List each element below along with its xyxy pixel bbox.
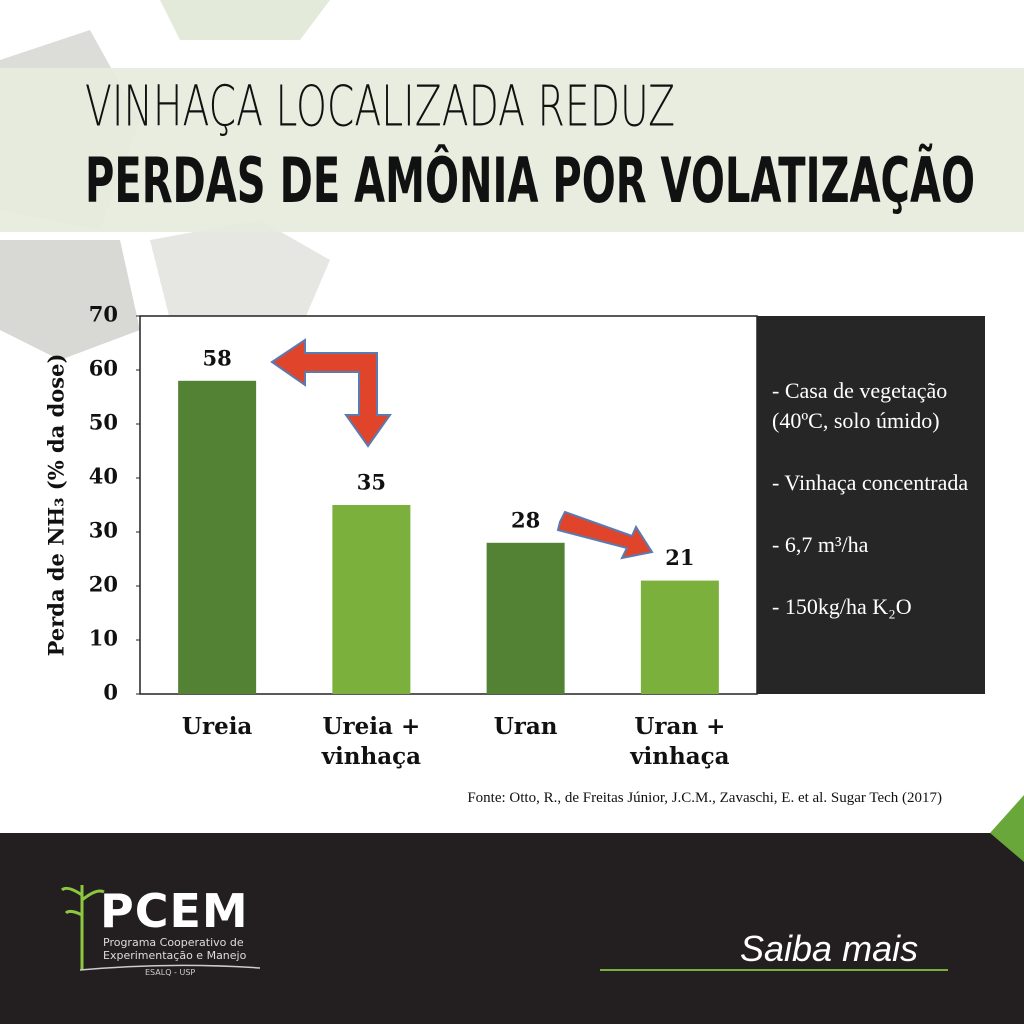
note: - 6,7 m³/ha [772, 532, 869, 557]
notes-panel [757, 316, 985, 694]
bar [178, 380, 257, 694]
y-tick-label: 10 [89, 626, 118, 651]
y-tick-label: 0 [103, 680, 118, 705]
source: Fonte: Otto, R., de Freitas Júnior, J.C.… [467, 790, 942, 806]
footer-band [0, 833, 1024, 1024]
corner-triangle [990, 795, 1024, 862]
title-line-2: PERDAS DE AMÔNIA POR VOLATIZAÇÃO [85, 144, 975, 217]
x-tick-label: Ureia [181, 713, 253, 740]
bar [640, 580, 719, 694]
link[interactable]: Saiba mais [740, 928, 919, 969]
arrows [270, 338, 654, 560]
y-axis-label: Perda de NH₃ (% da dose) [44, 354, 69, 657]
value-label: 21 [665, 545, 694, 570]
x-tick-label: Uran + vinhaça [630, 713, 730, 770]
marks: 0 10 20 30 40 50 60 70 58 35 28 21 [89, 302, 719, 705]
x-tick-label: Uran [493, 713, 558, 740]
notes: - Casa de vegetação (40ºC, solo úmido) - … [772, 376, 982, 654]
y-tick-label: 30 [89, 518, 118, 543]
title-band [0, 68, 1024, 232]
value-label: 28 [511, 507, 540, 532]
logo-swoosh [79, 964, 261, 971]
note: - Casa de vegetação (40ºC, solo úmido) [772, 378, 948, 433]
logo-plant [60, 885, 105, 970]
y-tick-label: 70 [89, 302, 118, 327]
value-label: 58 [203, 345, 232, 370]
title-line-1: VINHAÇA LOCALIZADA REDUZ [85, 74, 675, 139]
value-label: 35 [357, 470, 386, 495]
program-name: Programa Cooperativo de Experimentação e… [103, 936, 247, 962]
y-tick-label: 40 [89, 464, 118, 489]
x-tick-label: Ureia + vinhaça [321, 713, 422, 770]
logo: PCEM [100, 884, 249, 938]
y-tick-label: 50 [89, 410, 118, 435]
note: - Vinhaça concentrada [772, 470, 969, 495]
bar [332, 505, 411, 694]
institution: ESALQ - USP [145, 968, 196, 977]
note: - 150kg/ha K₂O [772, 594, 912, 619]
bar [486, 542, 565, 694]
y-tick-label: 60 [89, 356, 118, 381]
y-tick-label: 20 [89, 572, 118, 597]
